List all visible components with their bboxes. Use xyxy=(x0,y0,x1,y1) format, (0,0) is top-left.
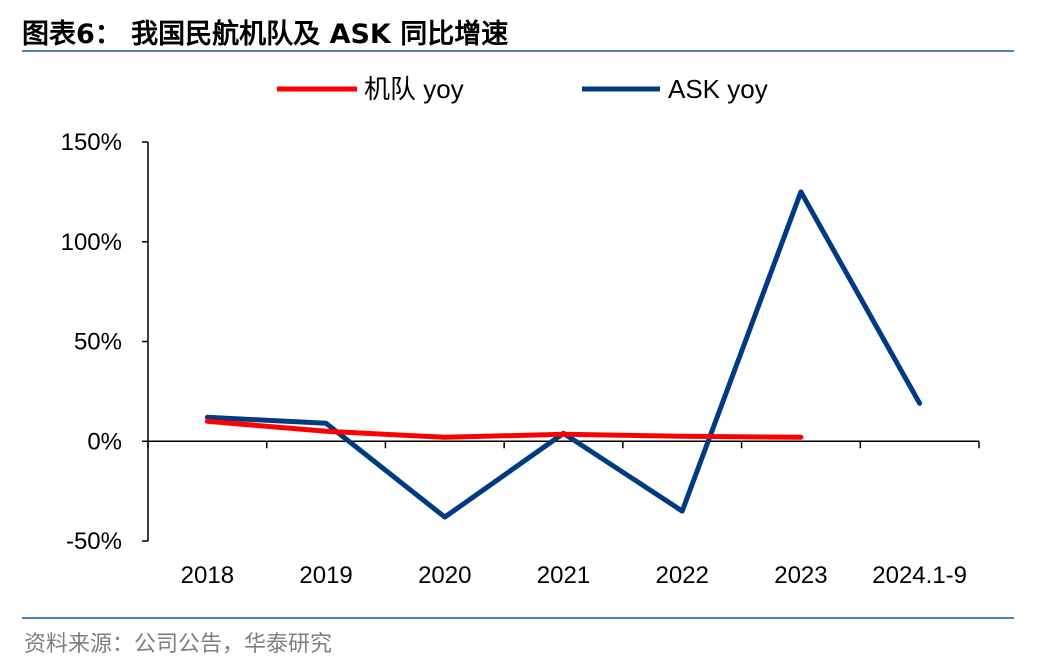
chart-title: 图表6： 我国民航机队及 ASK 同比增速 xyxy=(22,19,509,50)
x-tick-label: 2024.1-9 xyxy=(872,562,967,589)
x-tick-label: 2020 xyxy=(418,562,471,589)
source-note: 资料来源：公司公告，华泰研究 xyxy=(24,632,333,657)
header-divider xyxy=(22,50,1014,52)
y-tick-label: 50% xyxy=(74,329,122,356)
series-layer xyxy=(204,189,923,520)
y-tick-label: 150% xyxy=(61,129,122,156)
y-axis: 150% 100% 50% 0% -50% xyxy=(61,129,149,555)
footer-divider xyxy=(22,617,1014,619)
x-tick-label: 2021 xyxy=(537,562,590,589)
series-line-ask xyxy=(204,189,923,520)
y-tick-label: 100% xyxy=(61,229,122,256)
x-tick-label: 2019 xyxy=(299,562,352,589)
series-line-fleet xyxy=(204,418,804,440)
x-axis: 2018 2019 2020 2021 2022 2023 2024.1-9 xyxy=(147,440,980,589)
legend: 机队 yoy ASK yoy xyxy=(277,74,768,104)
x-tick-label: 2018 xyxy=(181,562,234,589)
legend-label: ASK yoy xyxy=(668,74,768,104)
legend-label: 机队 yoy xyxy=(364,74,464,104)
x-tick-label: 2022 xyxy=(656,562,709,589)
x-tick-label: 2023 xyxy=(774,562,827,589)
y-tick-label: 0% xyxy=(87,428,122,455)
y-tick-label: -50% xyxy=(66,528,122,555)
